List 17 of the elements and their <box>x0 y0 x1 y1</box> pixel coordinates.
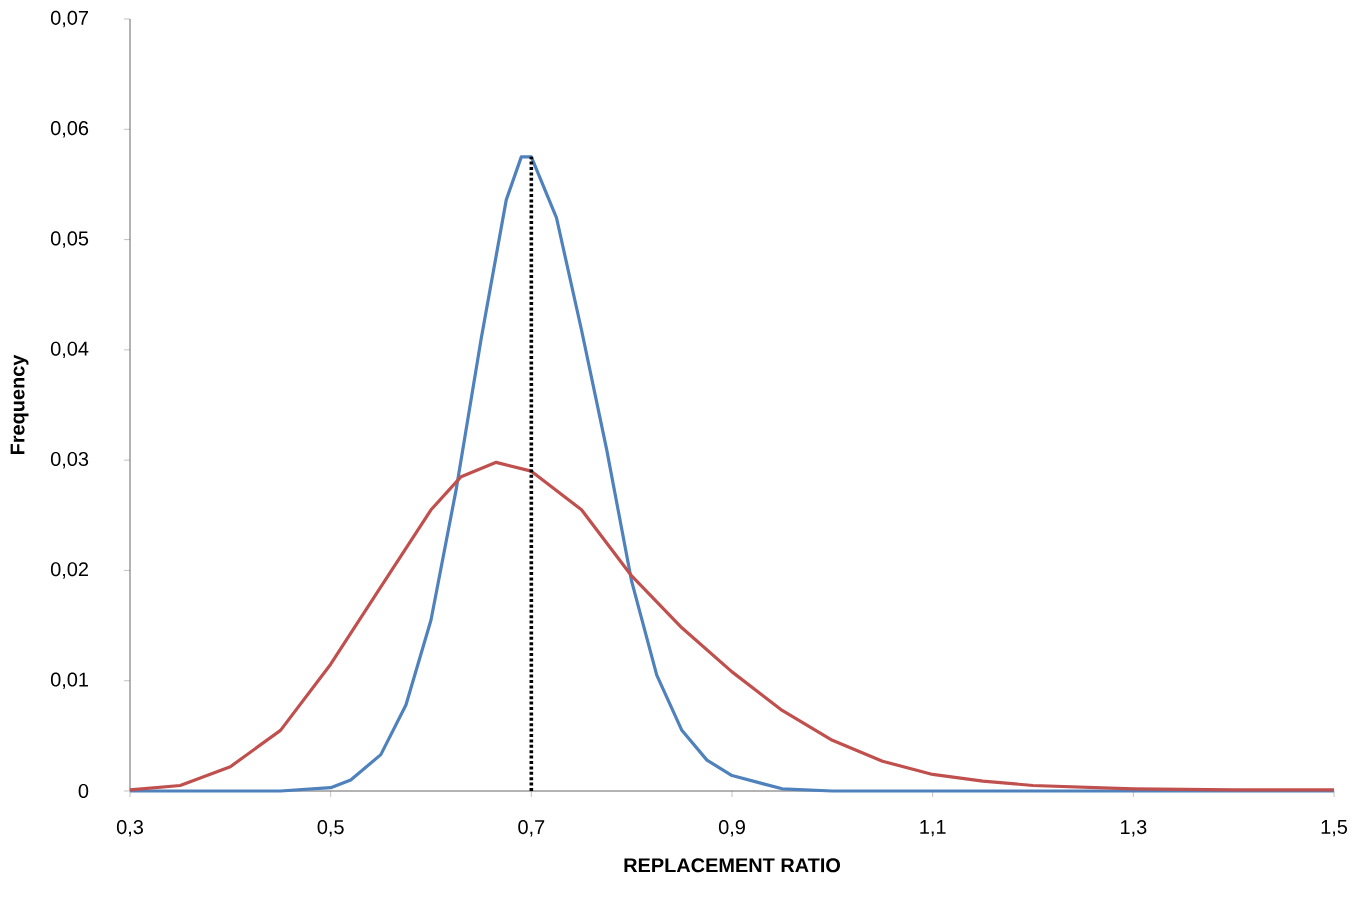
y-tick-label: 0,02 <box>50 562 88 579</box>
x-tick-label: 1,3 <box>1121 820 1147 837</box>
y-axis-title: Frequency <box>10 354 29 455</box>
y-tick-label: 0,04 <box>50 341 89 359</box>
y-tick-label: 0,07 <box>50 10 88 28</box>
x-tick-label: 1,1 <box>920 820 946 837</box>
x-tick-label: 0,3 <box>116 820 143 837</box>
x-tick-label: 0,5 <box>317 820 344 837</box>
x-axis-title: REPLACEMENT RATIO <box>624 858 841 873</box>
y-tick-label: 0,03 <box>50 451 89 469</box>
x-tick-label: 0,7 <box>518 820 545 837</box>
y-tick-label: 0,06 <box>50 121 89 138</box>
y-tick-label: 0,05 <box>50 231 89 248</box>
x-tick-label: 1,5 <box>1321 820 1348 837</box>
y-tick-label: 0 <box>78 783 89 799</box>
x-tick-label: 0,9 <box>718 820 745 837</box>
y-tick-label: 0,01 <box>50 672 88 689</box>
